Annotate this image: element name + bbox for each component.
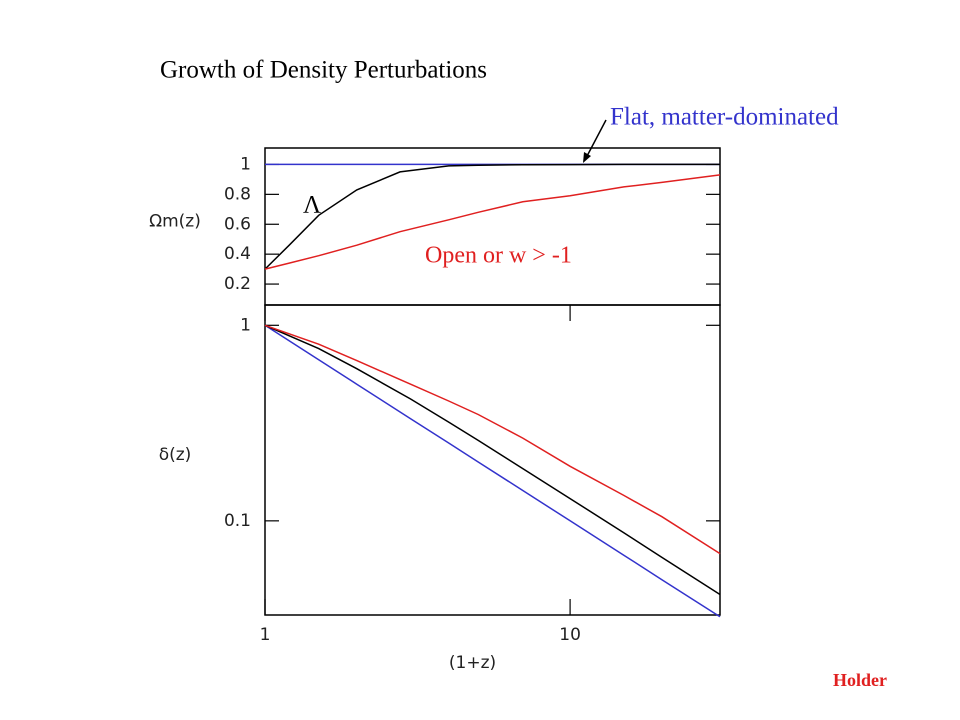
series-label: Flat, matter-dominated — [610, 104, 839, 131]
series-line — [264, 174, 721, 270]
top-frame — [264, 147, 721, 306]
y-tick-label: 0.2 — [224, 274, 251, 294]
y-tick-label: 1 — [240, 315, 251, 335]
y-tick-label: 0.4 — [224, 244, 251, 264]
y-tick-label: 0.8 — [224, 184, 251, 204]
series-line — [264, 324, 721, 596]
bottom-frame — [264, 304, 721, 616]
y-tick-label: 0.1 — [224, 511, 251, 531]
series-label: Open or w > -1 — [425, 243, 572, 269]
slide-title: Growth of Density Perturbations — [160, 57, 487, 84]
y-axis-label: Ωm(z) — [149, 212, 201, 232]
arrow-head — [583, 152, 591, 163]
series-label: Λ — [303, 192, 321, 219]
series-line — [264, 163, 720, 270]
x-axis-label: (1+z) — [449, 653, 496, 673]
annotation-arrow — [585, 119, 607, 159]
series-line — [264, 324, 721, 618]
y-axis-label: δ(z) — [159, 445, 192, 465]
y-tick-label: 0.6 — [224, 214, 251, 234]
x-tick-label: 1 — [260, 625, 271, 645]
x-tick-label: 10 — [559, 625, 581, 645]
y-tick-label: 1 — [240, 154, 251, 174]
series-line — [264, 324, 721, 555]
credit: Holder — [833, 670, 887, 690]
